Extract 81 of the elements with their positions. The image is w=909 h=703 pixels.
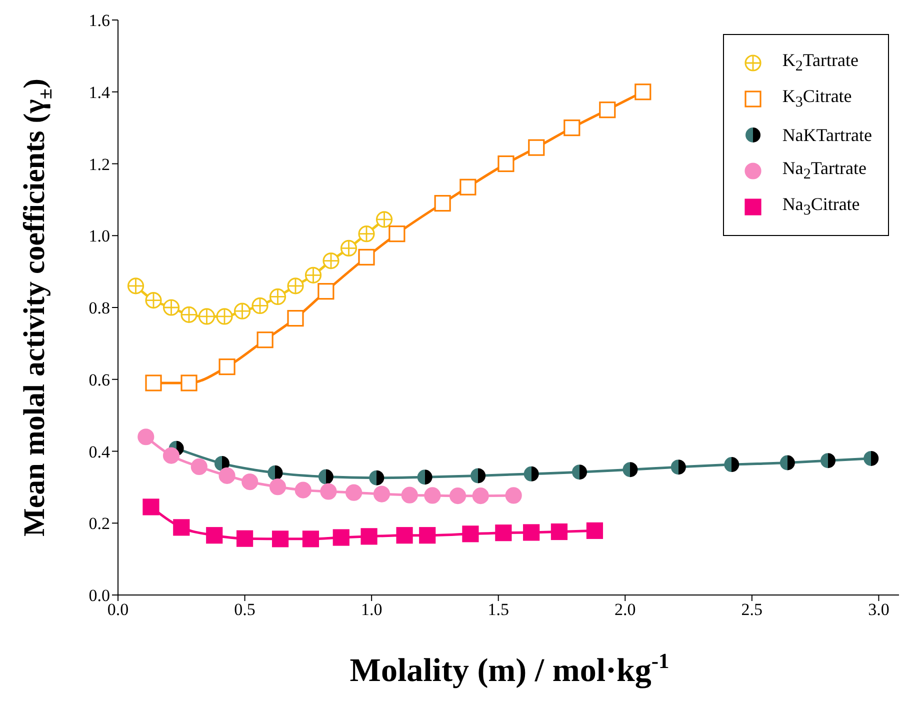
point [388, 226, 406, 242]
x-tick-label: 0.5 [234, 600, 256, 620]
point [256, 332, 274, 348]
point [369, 470, 384, 486]
point [332, 529, 350, 546]
point [190, 458, 208, 476]
point [498, 155, 514, 172]
y-tick-label: 0.8 [88, 298, 110, 318]
point [470, 468, 486, 484]
point [206, 527, 223, 544]
point [572, 464, 587, 480]
point [424, 487, 441, 504]
legend-label: K$_{2}$Tartrate [782, 50, 859, 76]
legend-label: NaKTartrate [782, 124, 872, 146]
point [528, 139, 545, 156]
point [360, 528, 378, 545]
point [318, 469, 334, 484]
point [145, 374, 162, 392]
legend-label: Na$_{3}$Citrate [782, 194, 860, 220]
y-tick-label: 0.6 [88, 370, 110, 390]
point [460, 178, 476, 196]
point [318, 283, 334, 300]
x-tick-label: 1.0 [360, 600, 382, 620]
x-tick-label: 0.0 [107, 600, 129, 620]
point [524, 466, 539, 482]
y-tick-label: 0.2 [88, 514, 110, 534]
x-tick-label: 2.5 [741, 600, 763, 620]
point [634, 84, 652, 100]
point [320, 483, 337, 500]
point [622, 462, 638, 478]
point [358, 248, 375, 266]
point [138, 428, 154, 446]
point [505, 487, 522, 504]
point [724, 457, 740, 472]
x-tick-label: 2.0 [614, 600, 636, 620]
point [586, 522, 604, 539]
point [599, 102, 616, 118]
point [346, 484, 362, 501]
point [173, 519, 190, 536]
point [294, 482, 312, 498]
y-tick-label: 1.6 [88, 11, 110, 30]
y-tick-label: 1.2 [88, 154, 110, 174]
point [462, 526, 479, 542]
point [272, 530, 289, 548]
point [180, 374, 198, 392]
point [523, 524, 540, 541]
point [269, 478, 286, 496]
point [218, 467, 236, 484]
x-axis-title: Molality (m) / mol·kg$^{-1}$ [350, 648, 670, 689]
point [302, 530, 320, 548]
point [242, 473, 258, 490]
legend-label: K$_{3}$Citrate [782, 86, 852, 112]
point [214, 456, 230, 471]
x-tick-label: 1.5 [488, 600, 509, 620]
point [396, 527, 413, 544]
point [550, 523, 568, 540]
point [287, 310, 304, 327]
point [449, 488, 466, 504]
point [495, 524, 512, 542]
point [472, 488, 489, 504]
x-tick-label: 3.0 [868, 600, 890, 620]
y-tick-label: 0.0 [88, 586, 110, 606]
point [373, 486, 390, 502]
point [142, 498, 160, 516]
point [780, 455, 795, 470]
point [820, 453, 836, 468]
legend-label: Na$_{2}$Tartrate [782, 158, 867, 184]
point [417, 470, 432, 485]
y-tick-label: 1.0 [88, 226, 110, 246]
point [236, 530, 254, 547]
point [419, 527, 436, 544]
point [162, 447, 180, 464]
point [401, 486, 418, 504]
point [268, 465, 283, 480]
point [218, 358, 236, 376]
y-tick-label: 1.4 [88, 82, 110, 102]
point [434, 194, 451, 212]
point [564, 120, 580, 136]
y-tick-label: 0.4 [88, 442, 110, 462]
point [670, 460, 686, 475]
point [864, 450, 879, 466]
